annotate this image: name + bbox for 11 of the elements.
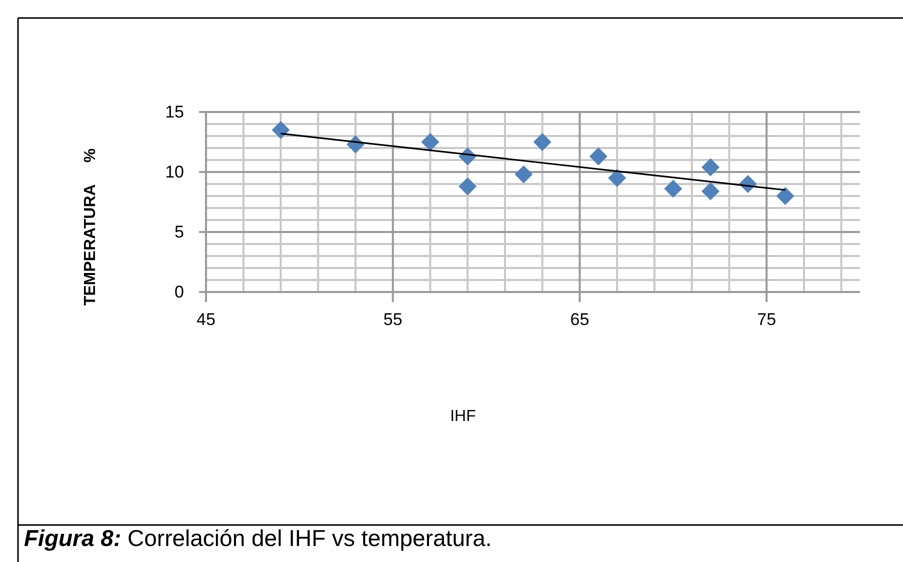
y-tick-label: 0: [174, 282, 184, 302]
x-tick-label: 55: [383, 310, 402, 329]
x-tick-label: 45: [196, 310, 216, 329]
y-tick-label: 10: [165, 162, 184, 182]
y-tick-label: 15: [165, 102, 184, 122]
x-tick-label: 75: [757, 310, 776, 329]
text: Figura 8: Correlación del IHF vs temperatura.: [24, 525, 492, 551]
y-axis-title: TEMPERATURA %: [82, 148, 99, 306]
y-tick-label: 5: [174, 222, 184, 242]
x-axis-title: IHF: [450, 408, 476, 425]
x-tick-label: 65: [570, 310, 590, 329]
